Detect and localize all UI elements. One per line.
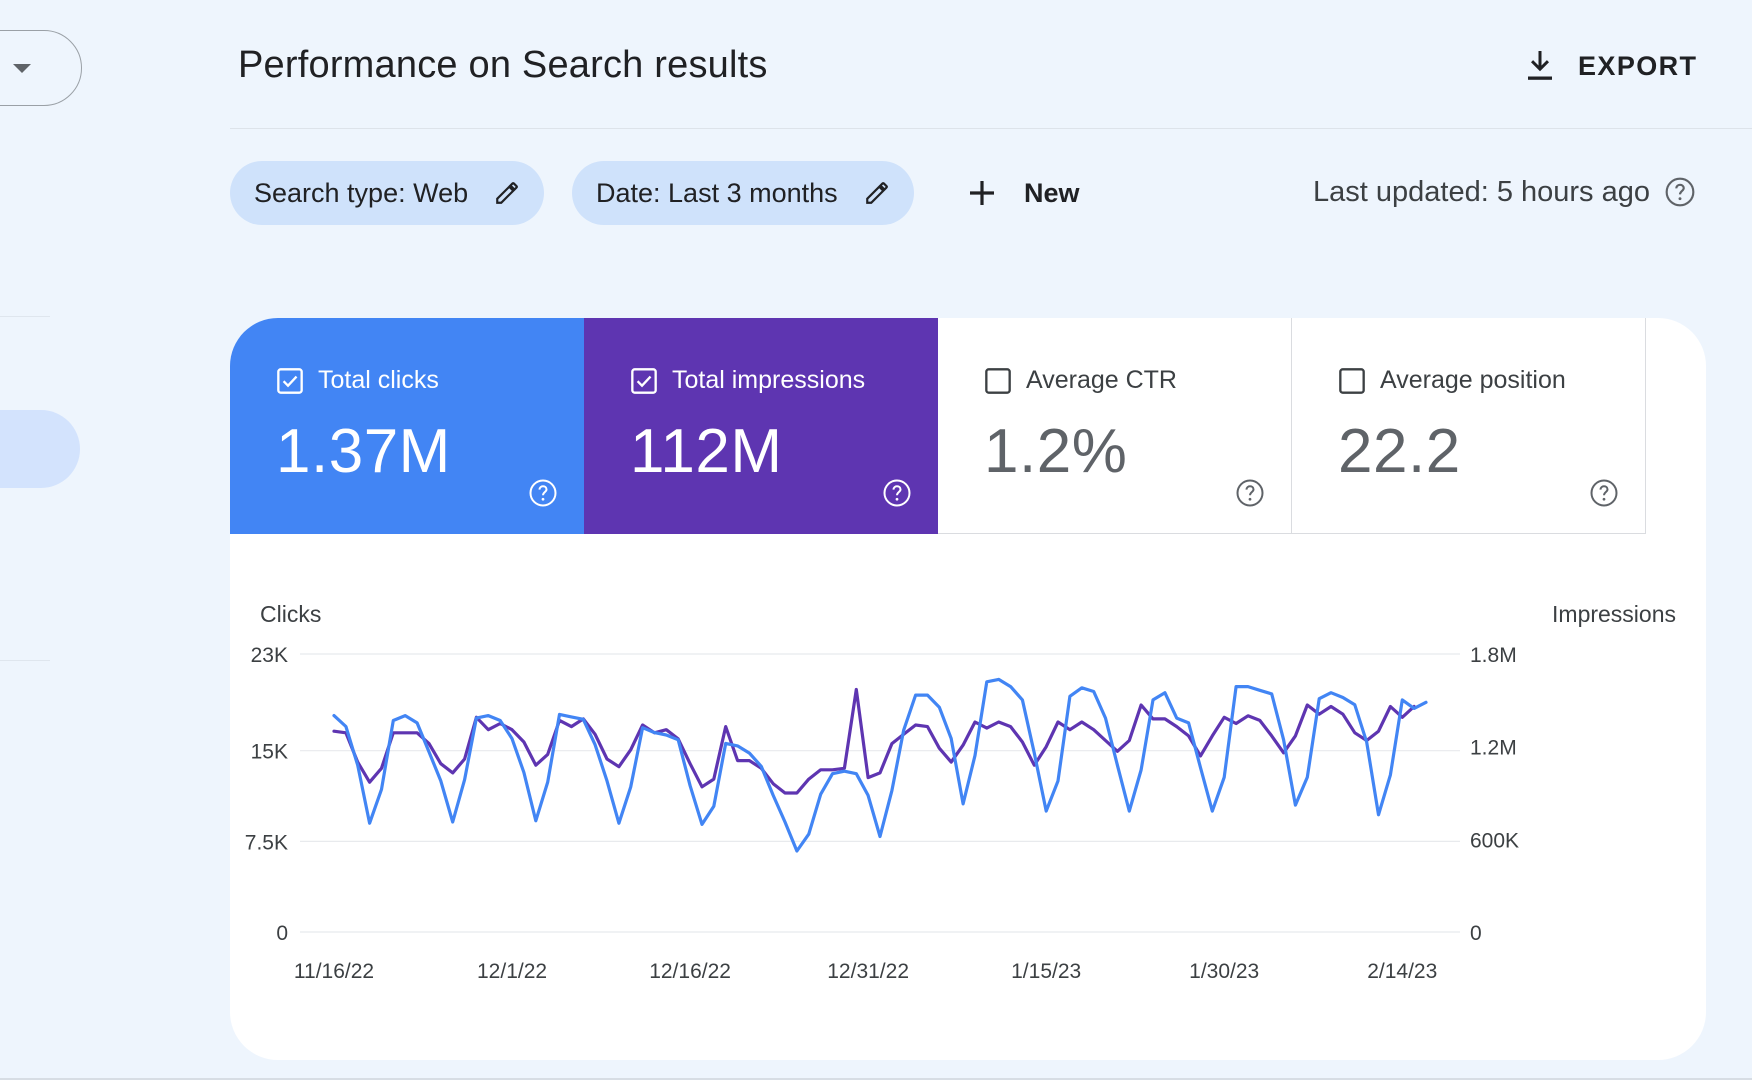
last-updated: Last updated: 5 hours ago xyxy=(1313,172,1696,212)
right-tick-label: 1.8M xyxy=(1470,644,1517,667)
metric-value: 1.37M xyxy=(276,417,451,486)
download-icon xyxy=(1528,51,1552,80)
performance-chart[interactable]: Clicks Impressions 0 7.5K 15K 23K 0 600K 1.2M 1… xyxy=(230,534,1706,1060)
left-tick-label: 23K xyxy=(251,644,288,667)
x-tick-label: 1/30/23 xyxy=(1189,960,1259,983)
date-label: Date: Last 3 months xyxy=(596,177,838,208)
chart-series xyxy=(332,677,1428,853)
pencil-icon xyxy=(496,182,518,204)
metric-label: Average position xyxy=(1380,366,1566,394)
new-filter-button[interactable]: New xyxy=(966,170,1080,216)
metric-average-ctr[interactable]: Average CTR 1.2% xyxy=(938,318,1292,534)
last-updated-text: Last updated: 5 hours ago xyxy=(1313,175,1650,208)
right-tick-label: 1.2M xyxy=(1470,737,1517,760)
metric-label: Total clicks xyxy=(318,366,439,394)
left-tick-label: 0 xyxy=(276,922,288,945)
metric-label: Total impressions xyxy=(672,366,866,394)
x-tick-label: 2/14/23 xyxy=(1367,960,1437,983)
help-icon[interactable] xyxy=(882,478,912,508)
left-axis-title: Clicks xyxy=(260,601,321,627)
chevron-down-icon xyxy=(13,63,31,73)
impressions-series-line xyxy=(332,687,1416,795)
clicks-series-line xyxy=(332,677,1428,853)
performance-chart-svg[interactable]: Clicks Impressions 0 7.5K 15K 23K 0 600K 1.2M 1… xyxy=(230,534,1706,1060)
sidebar-item-active[interactable] xyxy=(0,410,80,488)
right-axis-title: Impressions xyxy=(1552,601,1676,627)
sidebar-divider xyxy=(0,660,50,661)
header-divider xyxy=(230,128,1752,129)
x-tick-label: 12/31/22 xyxy=(827,960,909,983)
new-filter-label: New xyxy=(1024,177,1080,208)
help-icon[interactable] xyxy=(1589,478,1619,508)
left-tick-label: 7.5K xyxy=(245,831,288,854)
search-type-label: Search type: Web xyxy=(254,177,469,208)
left-tick-label: 15K xyxy=(251,741,288,764)
pencil-icon xyxy=(865,182,888,204)
x-tick-label: 11/16/22 xyxy=(294,960,374,983)
x-tick-label: 12/1/22 xyxy=(477,960,547,983)
sidebar-divider xyxy=(0,316,50,317)
x-tick-label: 1/15/23 xyxy=(1011,960,1081,983)
chart-gridlines xyxy=(300,653,1460,933)
date-filter-chip[interactable]: Date: Last 3 months xyxy=(572,161,914,225)
checkbox-checked-icon[interactable] xyxy=(630,367,658,395)
right-tick-label: 0 xyxy=(1470,922,1482,945)
metric-value: 22.2 xyxy=(1338,417,1461,486)
right-tick-label: 600K xyxy=(1470,829,1519,852)
chart-ticks: 0 7.5K 15K 23K 0 600K 1.2M 1.8M 11/16/22 12/1/22 1… xyxy=(245,644,1519,983)
export-button[interactable]: EXPORT xyxy=(1522,44,1697,88)
metric-total-clicks[interactable]: Total clicks 1.37M xyxy=(230,318,584,534)
property-selector-dropdown[interactable] xyxy=(0,30,82,106)
help-icon[interactable] xyxy=(1664,176,1696,208)
checkbox-checked-icon[interactable] xyxy=(276,367,304,395)
metric-label: Average CTR xyxy=(1026,366,1177,394)
metric-average-position[interactable]: Average position 22.2 xyxy=(1292,318,1646,534)
help-icon[interactable] xyxy=(1235,478,1265,508)
bottom-divider xyxy=(0,1078,1752,1080)
metric-value: 112M xyxy=(630,417,783,486)
performance-card: Total clicks 1.37M Total impressions xyxy=(230,318,1706,1060)
metric-total-impressions[interactable]: Total impressions 112M xyxy=(584,318,938,534)
x-tick-label: 12/16/22 xyxy=(649,960,731,983)
help-icon[interactable] xyxy=(528,478,558,508)
search-type-filter-chip[interactable]: Search type: Web xyxy=(230,161,545,225)
page-title: Performance on Search results xyxy=(238,44,768,86)
checkbox-unchecked-icon[interactable] xyxy=(1338,367,1366,395)
metric-value: 1.2% xyxy=(984,417,1128,486)
metric-tiles: Total clicks 1.37M Total impressions xyxy=(230,318,1646,534)
plus-icon xyxy=(970,181,994,205)
checkbox-unchecked-icon[interactable] xyxy=(984,367,1012,395)
export-label: EXPORT xyxy=(1578,50,1698,81)
